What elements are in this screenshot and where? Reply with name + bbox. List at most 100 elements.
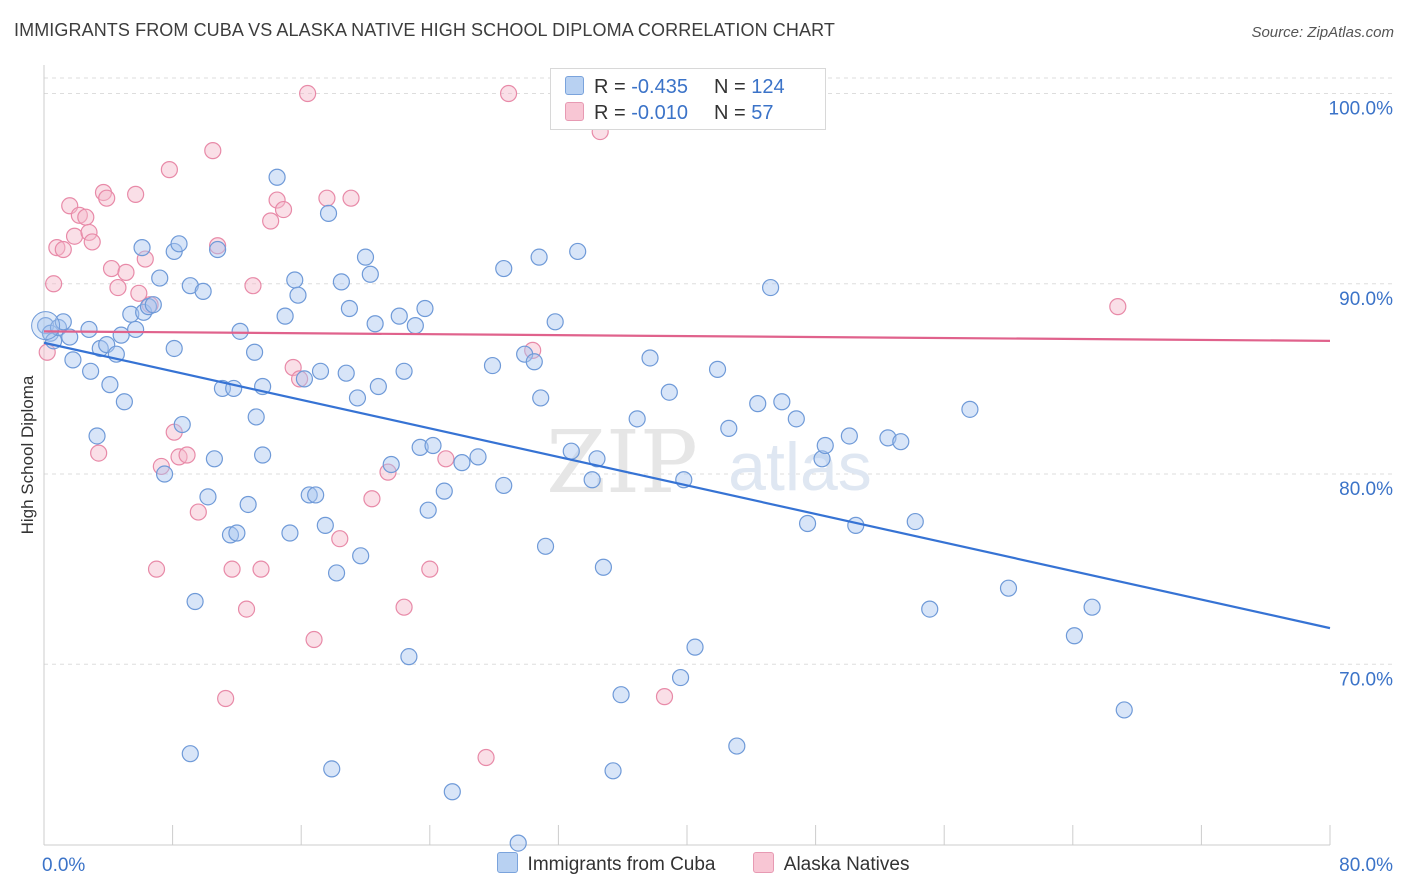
r-label: R =: [594, 76, 632, 98]
immigrants-from-cuba-point: [327, 564, 346, 582]
alaska-natives-point: [54, 240, 72, 259]
immigrants-from-cuba-point: [247, 408, 265, 426]
immigrants-from-cuba-point: [495, 259, 513, 278]
n-label: N =: [714, 76, 752, 98]
immigrants-from-cuba-point: [361, 265, 379, 283]
immigrants-from-cuba-point: [82, 362, 100, 380]
immigrants-from-cuba-point: [509, 834, 527, 852]
alaska-natives-point: [160, 161, 178, 179]
alaska-natives-point: [395, 598, 413, 616]
alaska-natives-point: [437, 450, 455, 468]
immigrants-from-cuba-point: [443, 783, 461, 801]
immigrants-from-cuba-point: [281, 524, 299, 542]
immigrants-from-cuba-point: [411, 438, 429, 456]
immigrants-from-cuba-point: [787, 410, 805, 428]
immigrants-from-cuba-point: [332, 273, 350, 291]
immigrants-from-cuba-point: [155, 465, 174, 483]
alaska-natives-point: [318, 189, 336, 207]
immigrants-from-cuba-point: [525, 353, 543, 371]
x-tick-label: 80.0%: [1339, 855, 1393, 876]
legend-row-alaska: R = -0.010 N = 57: [565, 102, 779, 128]
alaska-natives-point: [102, 259, 121, 278]
immigrants-from-cuba-point: [720, 419, 738, 437]
immigrants-from-cuba-point: [181, 745, 199, 763]
series-immigrants-from-cuba-points: [31, 168, 1133, 852]
immigrants-from-cuba-point: [366, 315, 384, 333]
series-alaska-natives-points: [38, 84, 1127, 767]
immigrants-from-cuba-point: [761, 278, 780, 297]
immigrants-from-cuba-point: [289, 286, 307, 304]
immigrants-from-cuba-point: [127, 320, 145, 339]
immigrants-from-cuba-point: [337, 364, 355, 382]
axes: [43, 65, 1331, 846]
immigrants-from-cuba-point: [170, 235, 188, 253]
immigrants-from-cuba-point: [406, 317, 424, 335]
immigrants-from-cuba-point: [228, 524, 246, 542]
immigrants-from-cuba-point: [115, 393, 133, 411]
immigrants-from-cuba-point: [773, 393, 791, 411]
immigrants-from-cuba-point: [583, 471, 601, 489]
n-label: N =: [714, 102, 752, 124]
alaska-natives-point: [477, 748, 495, 767]
immigrants-from-cuba-point: [1065, 627, 1084, 645]
immigrants-from-cuba-point: [546, 313, 564, 331]
alaska-natives-point: [109, 278, 127, 297]
n-value: 57: [751, 102, 774, 124]
legend-row-cuba: R = -0.435 N = 124: [565, 76, 785, 102]
n-value: 124: [751, 76, 785, 98]
alaska-natives-point: [217, 689, 235, 708]
alaska-natives-point: [209, 237, 227, 255]
immigrants-from-cuba-point: [424, 436, 442, 455]
immigrants-from-cuba-point: [641, 349, 659, 367]
immigrants-from-cuba-point: [798, 514, 817, 533]
watermark-zip: ZIP: [546, 413, 698, 513]
immigrants-from-cuba-point: [307, 486, 325, 504]
alaska-natives-point: [331, 530, 349, 548]
watermark-atlas: atlas: [728, 429, 872, 505]
immigrants-from-cuba-point: [708, 360, 727, 378]
immigrants-from-cuba-point: [999, 579, 1018, 597]
immigrants-from-cuba-point: [186, 592, 204, 611]
immigrants-from-cuba-point: [268, 168, 286, 186]
immigrants-from-cuba-point: [112, 326, 130, 344]
immigrants-from-cuba-point: [532, 389, 550, 407]
immigrants-from-cuba-point: [728, 737, 746, 755]
immigrants-from-cuba-point: [295, 370, 314, 388]
alaska-natives-point: [342, 189, 360, 207]
immigrants-from-cuba-point: [356, 248, 375, 266]
immigrants-from-cuba-point: [221, 526, 240, 544]
immigrants-from-cuba-point: [390, 307, 408, 325]
immigrants-from-cuba-point: [165, 339, 183, 358]
immigrants-from-cuba-point: [319, 204, 338, 222]
trend-line-alaska: [43, 330, 1331, 342]
immigrants-from-cuba-point: [31, 311, 61, 341]
legend-swatch-pink: [565, 102, 584, 121]
alaska-natives-point: [189, 503, 207, 521]
correlation-legend: R = -0.435 N = 124 R = -0.010 N = 57: [550, 68, 826, 130]
series-legend: Immigrants from Cuba Alaska Natives: [0, 852, 1406, 876]
alaska-natives-point: [1109, 298, 1127, 316]
alaska-natives-point: [363, 490, 381, 508]
r-value: -0.435: [631, 76, 688, 98]
y-tick-label: 70.0%: [1339, 669, 1393, 690]
alaska-natives-point: [274, 200, 293, 219]
immigrants-from-cuba-point: [199, 488, 217, 506]
alaska-natives-point: [299, 84, 317, 103]
immigrants-from-cuba-point: [628, 410, 646, 428]
alaska-natives-point: [178, 446, 196, 464]
alaska-natives-point: [290, 370, 309, 388]
immigrants-from-cuba-point: [671, 668, 690, 687]
legend-label: Immigrants from Cuba: [527, 854, 716, 875]
immigrants-from-cuba-point: [612, 686, 630, 704]
legend-label: Alaska Natives: [783, 854, 910, 875]
immigrants-from-cuba-point: [300, 486, 318, 504]
y-tick-label: 80.0%: [1339, 479, 1393, 500]
alaska-natives-point: [98, 189, 116, 207]
immigrants-from-cuba-point: [416, 299, 434, 318]
immigrants-from-cuba-point: [122, 305, 140, 323]
immigrants-from-cuba-point: [686, 638, 704, 656]
immigrants-from-cuba-point: [604, 762, 622, 780]
alaska-natives-point: [77, 208, 95, 226]
immigrants-from-cuba-point: [469, 448, 487, 466]
alaska-natives-point: [80, 223, 98, 242]
